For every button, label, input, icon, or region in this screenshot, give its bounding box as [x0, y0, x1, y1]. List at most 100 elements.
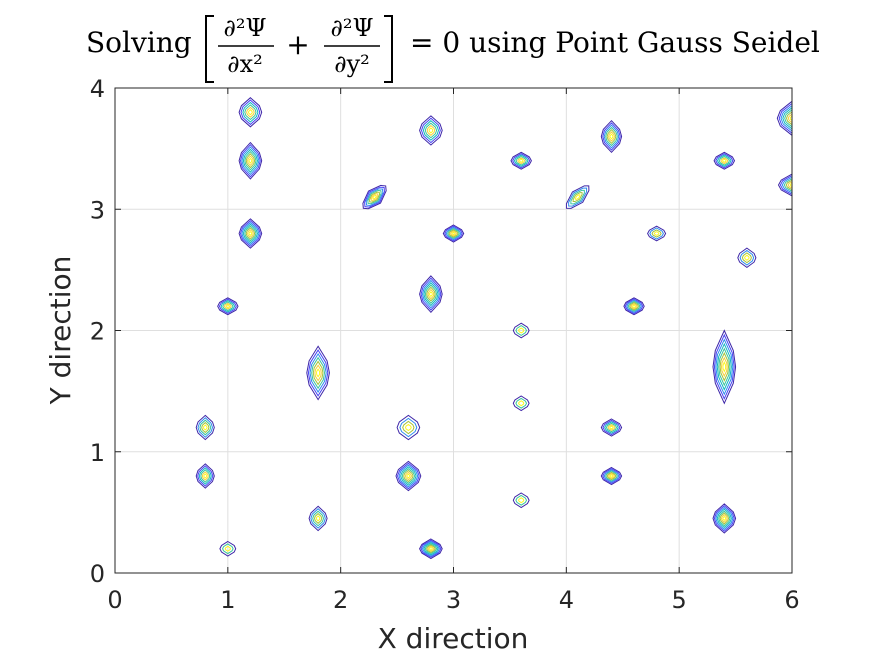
- contour-line: [570, 189, 585, 205]
- contour-line: [783, 178, 792, 192]
- contour-line: [396, 462, 420, 490]
- contour-line: [220, 300, 236, 313]
- contour-line: [512, 322, 530, 339]
- contour-line: [421, 279, 440, 309]
- contour-line: [630, 303, 638, 310]
- contour-line: [606, 471, 617, 481]
- contour-line: [600, 418, 623, 437]
- x-tick-label: 5: [672, 586, 687, 614]
- contour-peak: [510, 151, 532, 170]
- contour-line: [776, 100, 792, 136]
- contour-line: [715, 153, 734, 169]
- contour-line: [195, 414, 215, 441]
- contour-line: [245, 227, 256, 240]
- contour-line: [406, 473, 411, 479]
- contour-line: [609, 474, 614, 478]
- contour-line: [741, 252, 752, 264]
- y-tick-label: 0: [90, 560, 105, 588]
- contour-peak: [306, 345, 330, 401]
- contour-line: [447, 228, 460, 239]
- contour-line: [427, 288, 435, 300]
- contour-peak: [776, 100, 792, 136]
- y-tick-label: 2: [90, 318, 105, 346]
- contour-line: [712, 329, 737, 405]
- contour-peak: [362, 184, 387, 210]
- contour-line: [448, 229, 459, 238]
- contour-peak: [195, 463, 215, 489]
- contour-line: [224, 545, 232, 552]
- contour-line: [365, 188, 384, 206]
- contour-line: [244, 225, 257, 242]
- contour-line: [195, 463, 215, 489]
- contour-line: [445, 226, 462, 241]
- contour-line: [312, 510, 325, 527]
- contour-line: [777, 173, 792, 197]
- contour-line: [602, 122, 621, 151]
- contour-line: [245, 153, 256, 169]
- contour-line: [647, 225, 667, 242]
- contour-line: [364, 186, 385, 208]
- contour-line: [242, 148, 259, 173]
- contour-line: [608, 131, 615, 142]
- contour-line: [427, 545, 435, 552]
- y-tick-label: 1: [90, 439, 105, 467]
- chart-title: Solving ∂²Ψ ∂x² + ∂²Ψ ∂y² = 0 using Poin…: [86, 14, 820, 83]
- contour-line: [201, 421, 210, 434]
- contour-line: [222, 301, 234, 312]
- contour-line: [607, 424, 616, 431]
- contour-line: [515, 325, 528, 336]
- contour-line: [399, 417, 418, 438]
- contour-peak: [238, 218, 263, 249]
- contour-line: [510, 151, 532, 170]
- contour-line: [398, 464, 419, 488]
- contour-line: [716, 154, 732, 167]
- contour-line: [218, 298, 237, 314]
- contour-line: [604, 421, 619, 434]
- contour-line: [713, 333, 735, 400]
- contour-peak: [600, 119, 623, 154]
- contour-line: [199, 419, 212, 436]
- contour-line: [313, 512, 323, 524]
- x-tick-label: 1: [220, 586, 235, 614]
- contour-line: [239, 220, 261, 247]
- contour-line: [722, 361, 727, 373]
- y-tick-label: 4: [90, 75, 105, 103]
- contour-peak: [600, 418, 623, 437]
- title-term2-denominator: ∂y²: [334, 50, 370, 78]
- contour-peak: [419, 538, 443, 560]
- contour-line: [718, 155, 730, 166]
- contour-line: [306, 345, 330, 401]
- contour-peak: [217, 297, 239, 316]
- contour-peak: [623, 297, 645, 316]
- contour-line: [419, 115, 443, 146]
- contour-line: [308, 505, 328, 532]
- contour-line: [787, 113, 792, 124]
- contour-line: [370, 193, 379, 201]
- x-tick-label: 4: [559, 586, 574, 614]
- contour-line: [428, 546, 433, 551]
- contour-line: [424, 543, 438, 555]
- contour-line: [426, 286, 436, 302]
- contour-line: [201, 471, 209, 481]
- x-axis-label: X direction: [378, 622, 529, 655]
- contour-line: [605, 126, 618, 147]
- contour-line: [653, 231, 660, 236]
- contour-line: [244, 104, 257, 121]
- title-term2-numerator: ∂²Ψ: [330, 14, 373, 42]
- title-right-bracket: [384, 15, 393, 83]
- contour-line: [609, 133, 614, 140]
- contour-line: [426, 124, 436, 136]
- contour-peak: [512, 395, 530, 412]
- contour-line: [420, 277, 442, 311]
- contour-line: [442, 224, 465, 243]
- contour-line: [242, 101, 259, 123]
- contour-peak: [647, 225, 667, 242]
- contour-line: [217, 297, 239, 316]
- contour-line: [784, 109, 792, 128]
- contour-line: [225, 304, 231, 309]
- y-axis-label: Y direction: [44, 256, 77, 406]
- contour-line: [518, 497, 525, 504]
- contour-line: [720, 356, 728, 378]
- contour-line: [719, 351, 730, 382]
- contour-line: [785, 179, 792, 191]
